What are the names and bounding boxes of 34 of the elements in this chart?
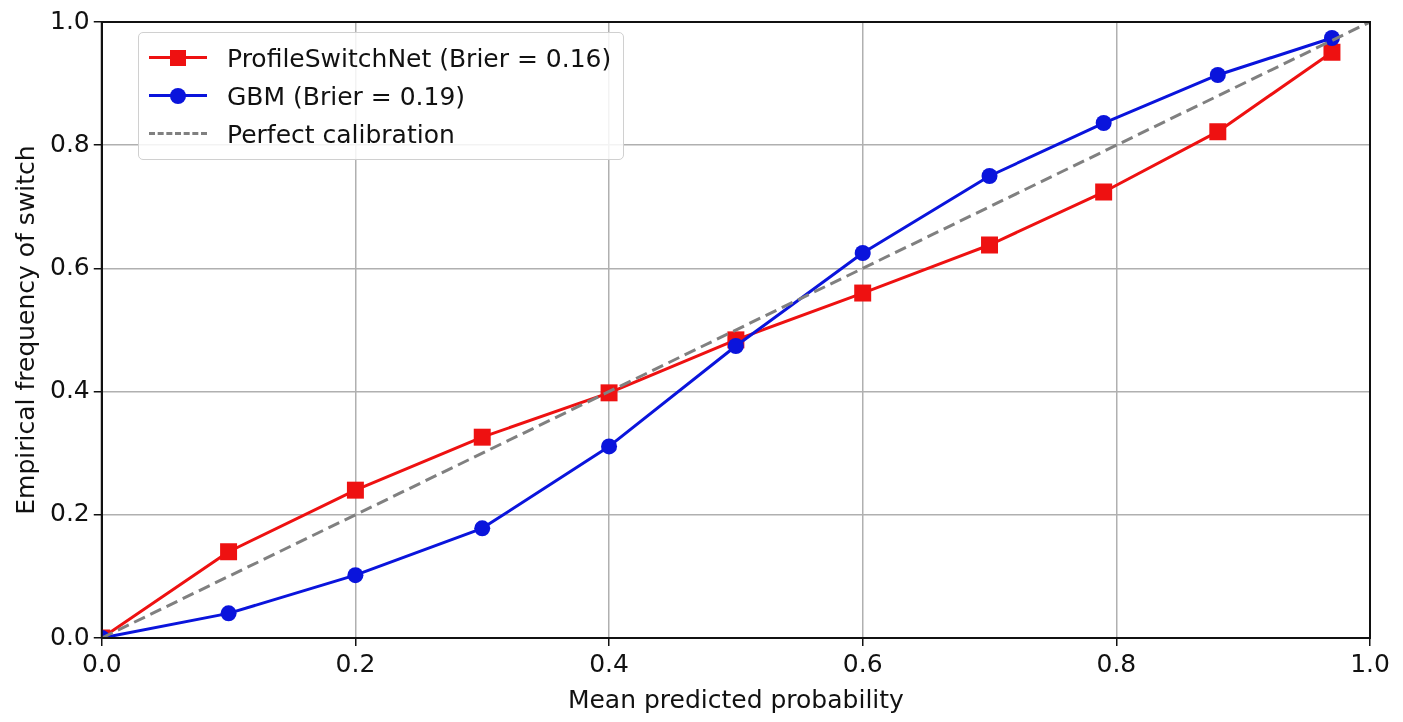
point <box>347 567 364 584</box>
point <box>854 284 872 302</box>
y-axis-title: Empirical frequency of switch <box>10 145 40 515</box>
y-tick-label: 0.2 <box>49 498 90 528</box>
legend-label: ProfileSwitchNet (Brier = 0.16) <box>227 43 612 73</box>
point <box>346 481 364 499</box>
point <box>1095 183 1113 201</box>
legend-label: Perfect calibration <box>227 119 455 149</box>
point <box>981 236 999 254</box>
point <box>854 245 871 261</box>
point <box>220 543 238 561</box>
y-tick-label: 1.0 <box>49 5 90 35</box>
x-tick-label: 0.8 <box>1096 648 1137 678</box>
legend-label: GBM (Brier = 0.19) <box>227 81 466 111</box>
point <box>1209 123 1227 141</box>
x-tick-label: 0.2 <box>335 648 376 678</box>
point <box>473 428 491 446</box>
x-axis-title: Mean predicted probability <box>567 684 905 714</box>
point <box>1209 66 1226 83</box>
x-tick-label: 1.0 <box>1350 648 1390 678</box>
y-tick-label: 0.0 <box>49 621 90 651</box>
point <box>220 605 237 622</box>
y-tick-label: 0.6 <box>49 251 90 281</box>
x-tick-label: 0.6 <box>842 648 883 678</box>
point <box>1095 115 1112 132</box>
point <box>601 438 618 455</box>
point <box>981 168 998 184</box>
point <box>1323 43 1341 61</box>
x-tick-label: 0.0 <box>81 648 122 678</box>
point <box>727 338 744 355</box>
y-tick-label: 0.4 <box>49 375 90 405</box>
point <box>474 520 491 537</box>
y-tick-label: 0.8 <box>49 128 90 158</box>
x-tick-label: 0.4 <box>589 648 629 678</box>
